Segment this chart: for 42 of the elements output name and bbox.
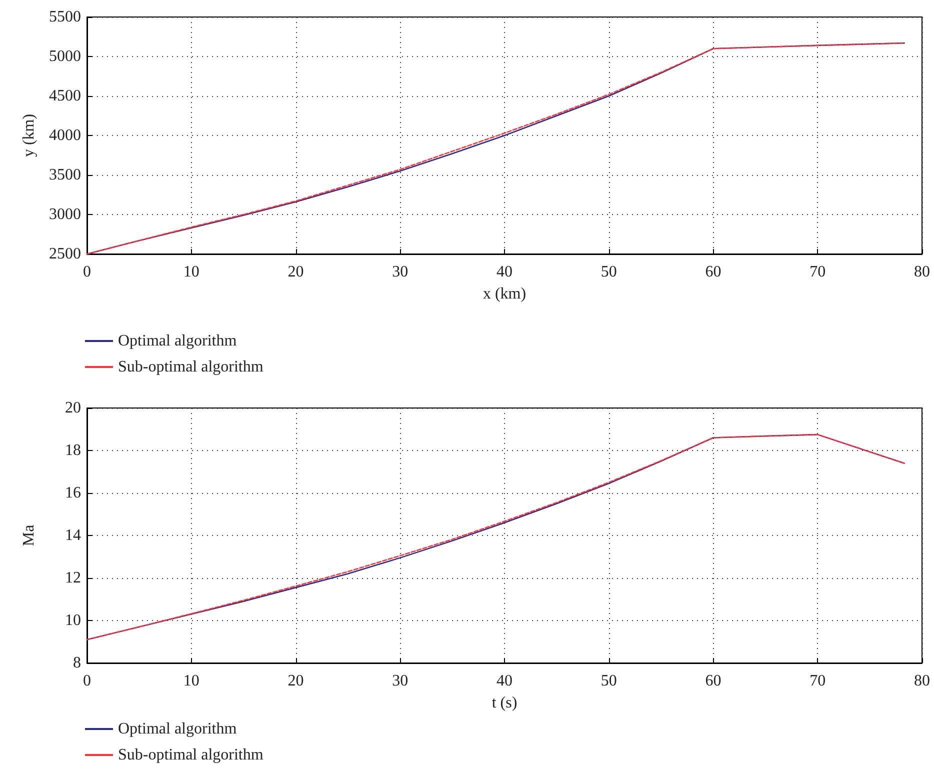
y-tick-label: 12 [65, 570, 81, 586]
x-tick-label: 10 [183, 264, 200, 280]
y-axis-title: Ma [20, 524, 38, 546]
x-tick-label: 80 [914, 264, 930, 280]
legend-label: Optimal algorithm [118, 332, 238, 350]
x-tick-label: 40 [496, 672, 512, 690]
y-tick-label: 20 [65, 400, 81, 416]
x-tick-label: 60 [705, 672, 722, 690]
y-axis-title: y (km) [20, 114, 38, 158]
y-tick-label: 5500 [49, 8, 81, 26]
x-tick-label: 0 [83, 672, 91, 690]
line-series [86, 434, 905, 640]
x-tick-label: 20 [288, 264, 304, 280]
y-tick-label: 18 [65, 442, 81, 459]
y-tick-label: 10 [65, 612, 81, 629]
x-tick-label: 0 [83, 264, 91, 280]
y-tick-label: 5000 [49, 48, 81, 65]
x-tick-label: 70 [810, 672, 826, 690]
x-tick-label: 50 [600, 672, 617, 690]
x-tick-label: 10 [183, 672, 200, 690]
x-tick-label: 60 [705, 264, 722, 280]
x-tick-label: 70 [810, 264, 826, 280]
x-tick-label: 40 [496, 264, 512, 280]
legend-label: Sub-optimal algorithm [118, 746, 264, 764]
x-tick-label: 80 [914, 672, 930, 690]
y-tick-label: 4000 [49, 127, 81, 144]
y-tick-label: 4500 [49, 88, 81, 104]
line-series [86, 42, 905, 255]
legend-label: Sub-optimal algorithm [118, 358, 264, 376]
x-tick-label: 50 [600, 264, 617, 280]
y-tick-label: 8 [73, 654, 81, 672]
x-tick-label: 30 [392, 672, 408, 690]
x-tick-label: 30 [392, 264, 408, 280]
y-tick-label: 3500 [49, 166, 81, 184]
y-tick-label: 2500 [49, 246, 81, 262]
x-tick-label: 20 [288, 672, 304, 690]
legend-label: Optimal algorithm [118, 720, 238, 738]
y-tick-label: 14 [65, 527, 81, 544]
x-axis-title: t (s) [492, 694, 518, 712]
y-tick-label: 16 [65, 484, 81, 502]
x-axis-title: x (km) [482, 286, 526, 302]
y-tick-label: 3000 [49, 206, 81, 223]
